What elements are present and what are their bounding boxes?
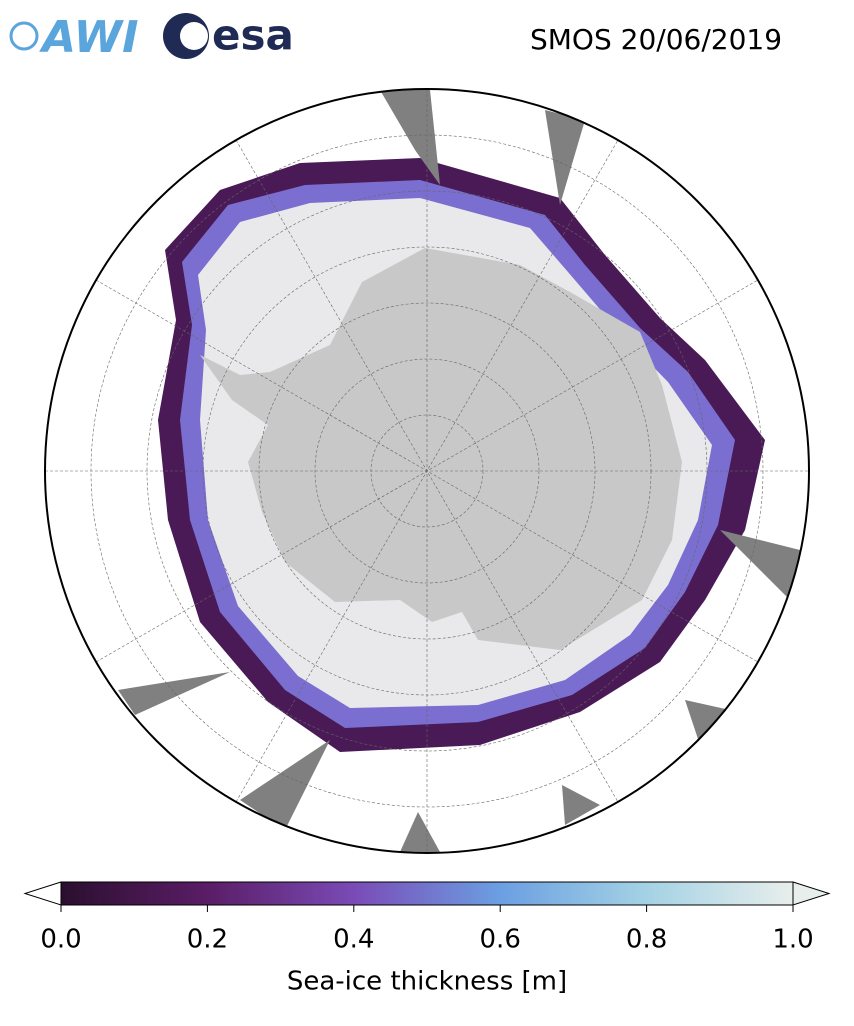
title: SMOS 20/06/2019 [530, 23, 782, 56]
antarctica [200, 248, 682, 650]
no-data [118, 90, 800, 852]
graticule [45, 89, 809, 853]
colorbar-tick-label: 1.0 [772, 925, 813, 955]
colorbar-extend [792, 881, 831, 906]
colorbar-extend [23, 881, 62, 906]
colorbar-tick-label: 0.4 [333, 925, 374, 955]
colorbar-tick-label: 0.0 [40, 925, 81, 955]
logo-awi: AWI [9, 12, 139, 63]
colorbar-tick-label: 0.8 [626, 925, 667, 955]
logo-esa: esa [163, 11, 294, 60]
colorbar-tick-label: 0.6 [480, 925, 521, 955]
colorbar-ramp [60, 881, 794, 906]
colorbar [23, 881, 831, 906]
colorbar-tick-label: 0.2 [187, 925, 228, 955]
logo-text: AWI [39, 12, 139, 63]
colorbar-label: Sea-ice thickness [m] [287, 967, 567, 997]
logo-text: esa [212, 11, 294, 60]
map [45, 89, 809, 853]
map-border [44, 88, 810, 854]
